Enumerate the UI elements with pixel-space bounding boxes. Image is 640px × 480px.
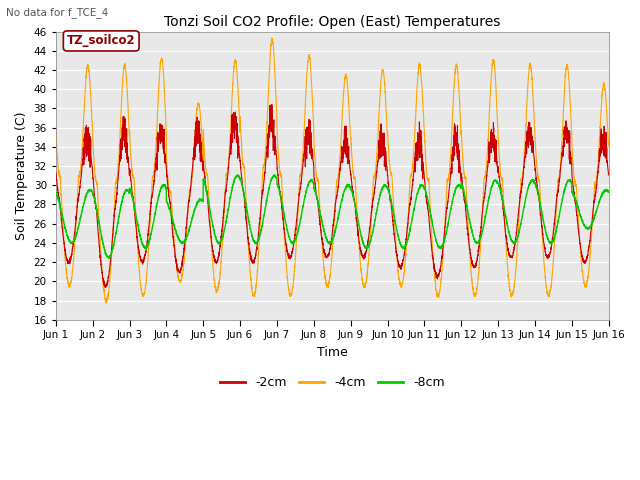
Text: No data for f_TCE_4: No data for f_TCE_4 (6, 7, 109, 18)
Text: TZ_soilco2: TZ_soilco2 (67, 35, 136, 48)
X-axis label: Time: Time (317, 346, 348, 359)
Legend: -2cm, -4cm, -8cm: -2cm, -4cm, -8cm (215, 371, 449, 394)
Title: Tonzi Soil CO2 Profile: Open (East) Temperatures: Tonzi Soil CO2 Profile: Open (East) Temp… (164, 15, 500, 29)
Y-axis label: Soil Temperature (C): Soil Temperature (C) (15, 111, 28, 240)
